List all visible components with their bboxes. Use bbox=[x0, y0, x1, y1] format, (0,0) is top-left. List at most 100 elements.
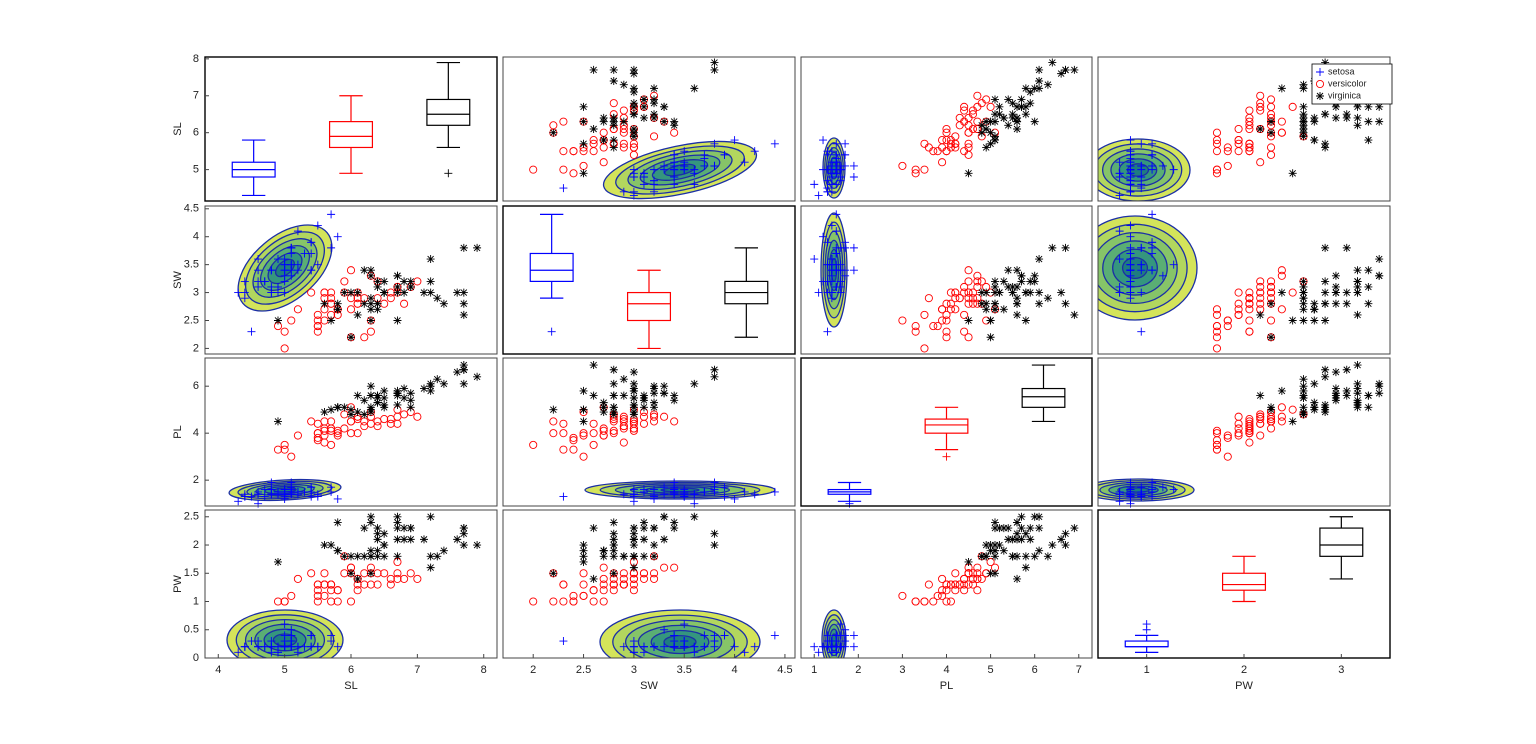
data-point bbox=[589, 125, 598, 133]
data-point bbox=[400, 524, 409, 533]
data-point bbox=[827, 255, 836, 264]
data-point bbox=[1017, 271, 1026, 280]
x-tick-label: 4 bbox=[215, 664, 221, 676]
data-point bbox=[629, 574, 638, 583]
data-point bbox=[333, 642, 342, 651]
data-point bbox=[393, 389, 402, 398]
data-point bbox=[1310, 136, 1319, 145]
data-point bbox=[720, 492, 729, 501]
data-point bbox=[1331, 396, 1340, 405]
data-point bbox=[955, 121, 964, 130]
data-point bbox=[609, 546, 618, 555]
data-point bbox=[619, 580, 628, 589]
data-point bbox=[1299, 299, 1308, 308]
data-point bbox=[307, 288, 316, 297]
data-point bbox=[660, 642, 669, 651]
data-point bbox=[1115, 227, 1124, 236]
x-axis-label: PL bbox=[940, 680, 953, 692]
data-point bbox=[300, 487, 309, 496]
data-point bbox=[710, 365, 719, 374]
data-point bbox=[823, 187, 832, 196]
data-point bbox=[1299, 410, 1308, 419]
data-point bbox=[660, 165, 669, 174]
data-point bbox=[1008, 282, 1017, 291]
data-point bbox=[629, 102, 638, 111]
data-point bbox=[293, 574, 302, 583]
data-point bbox=[1126, 249, 1135, 258]
data-point bbox=[995, 102, 1004, 111]
data-point bbox=[1256, 282, 1265, 292]
data-point bbox=[960, 102, 969, 111]
data-point bbox=[347, 288, 355, 297]
data-point bbox=[920, 344, 929, 353]
x-axis-label: PW bbox=[1235, 680, 1253, 692]
data-point bbox=[849, 631, 858, 640]
data-point bbox=[599, 158, 608, 167]
y-tick-label: 2.5 bbox=[184, 314, 199, 326]
density-contour bbox=[821, 609, 847, 658]
data-point bbox=[393, 400, 402, 409]
data-point bbox=[629, 524, 638, 533]
data-point bbox=[307, 238, 316, 247]
data-point bbox=[710, 65, 719, 74]
data-point bbox=[810, 255, 819, 264]
data-point bbox=[1212, 344, 1222, 353]
data-point bbox=[968, 299, 978, 308]
data-point bbox=[680, 147, 689, 156]
data-point bbox=[426, 255, 435, 264]
data-point bbox=[650, 187, 659, 196]
data-point bbox=[960, 327, 969, 336]
data-point bbox=[599, 586, 608, 595]
data-point bbox=[347, 410, 355, 419]
data-point bbox=[420, 535, 428, 544]
data-point bbox=[973, 569, 982, 578]
data-point bbox=[942, 299, 951, 308]
data-point bbox=[366, 552, 375, 561]
data-point bbox=[898, 591, 907, 600]
data-point bbox=[968, 110, 978, 119]
data-point bbox=[1353, 379, 1362, 388]
data-point bbox=[1223, 143, 1232, 152]
data-point bbox=[911, 165, 920, 174]
data-point bbox=[559, 429, 568, 438]
data-point bbox=[609, 580, 618, 589]
data-point bbox=[639, 574, 649, 583]
data-point bbox=[549, 569, 558, 578]
data-point bbox=[373, 393, 382, 402]
data-point bbox=[968, 124, 978, 134]
data-point bbox=[1299, 316, 1308, 325]
data-point bbox=[413, 574, 422, 583]
y-tick-label: 7 bbox=[193, 90, 199, 102]
data-point bbox=[942, 147, 951, 156]
data-point bbox=[982, 552, 991, 561]
data-point bbox=[964, 569, 973, 578]
data-point bbox=[1126, 490, 1135, 499]
data-point bbox=[670, 563, 679, 572]
data-point bbox=[366, 266, 375, 275]
data-point bbox=[750, 642, 759, 651]
data-point bbox=[1169, 165, 1178, 174]
data-point bbox=[353, 288, 362, 297]
data-point bbox=[1043, 294, 1052, 303]
data-point bbox=[1331, 288, 1340, 297]
data-point bbox=[569, 433, 578, 442]
data-point bbox=[660, 563, 669, 572]
data-point bbox=[670, 391, 679, 400]
data-point bbox=[579, 169, 588, 178]
data-point bbox=[287, 243, 296, 252]
data-point bbox=[569, 597, 578, 606]
data-point bbox=[280, 344, 289, 353]
data-point bbox=[366, 305, 375, 314]
data-point bbox=[254, 642, 263, 651]
data-point bbox=[1299, 386, 1308, 395]
data-point bbox=[1126, 232, 1135, 241]
data-point bbox=[426, 552, 435, 561]
data-point bbox=[1277, 288, 1286, 297]
contour-level bbox=[663, 634, 697, 650]
data-point bbox=[670, 180, 679, 189]
data-point bbox=[629, 563, 638, 572]
data-point bbox=[1245, 426, 1254, 435]
data-point bbox=[589, 524, 598, 533]
data-point bbox=[559, 597, 568, 606]
data-point bbox=[360, 299, 369, 308]
